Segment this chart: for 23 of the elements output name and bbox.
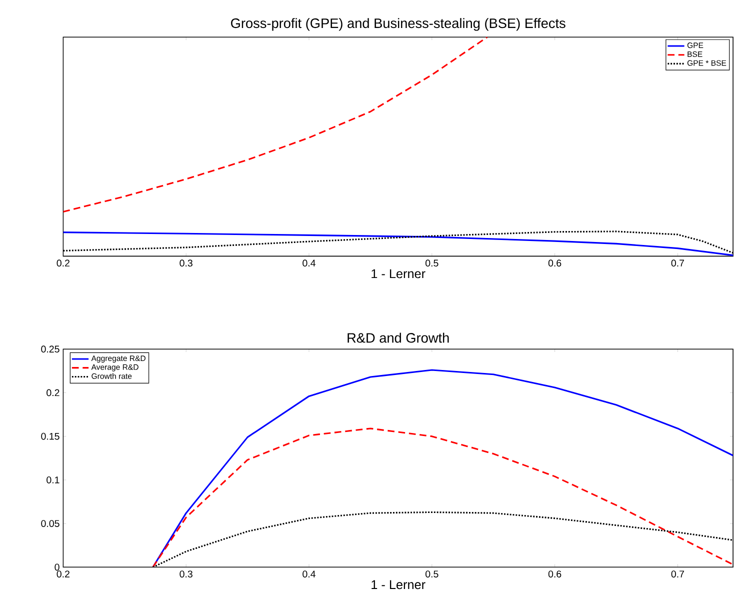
x-tick-label: 0.5 bbox=[426, 570, 438, 578]
x-tick-label: 0.3 bbox=[180, 570, 192, 578]
x-tick-label: 0.7 bbox=[671, 260, 684, 267]
line-series bbox=[152, 428, 734, 568]
chart-title: R&D and Growth bbox=[348, 332, 449, 343]
chart-title: Gross-profit (GPE) and Business-stealing (BSE) Effects bbox=[231, 18, 566, 31]
y-tick-label: 0 bbox=[54, 564, 60, 571]
y-tick-label: 0.05 bbox=[41, 520, 60, 527]
x-tick-label: 0.7 bbox=[671, 570, 684, 578]
x-tick-label: 0.6 bbox=[548, 570, 562, 578]
y-tick-label: 0.25 bbox=[41, 346, 60, 353]
x-tick-label: 0.4 bbox=[302, 260, 316, 267]
x-tick-label: 0.3 bbox=[180, 260, 192, 267]
y-tick-label: 0.2 bbox=[46, 389, 60, 396]
x-tick-label: 0.5 bbox=[426, 260, 438, 267]
y-tick-label: 0.1 bbox=[46, 476, 60, 484]
x-tick-label: 0.2 bbox=[56, 570, 70, 578]
x-tick-label: 0.4 bbox=[302, 570, 316, 578]
y-tick-label: 0.15 bbox=[41, 432, 60, 440]
x-tick-label: 0.6 bbox=[548, 260, 562, 267]
x-axis-title: 1 - Lerner bbox=[372, 580, 426, 590]
x-tick-label: 0.2 bbox=[56, 260, 70, 267]
x-axis-title: 1 - Lerner bbox=[372, 269, 426, 278]
